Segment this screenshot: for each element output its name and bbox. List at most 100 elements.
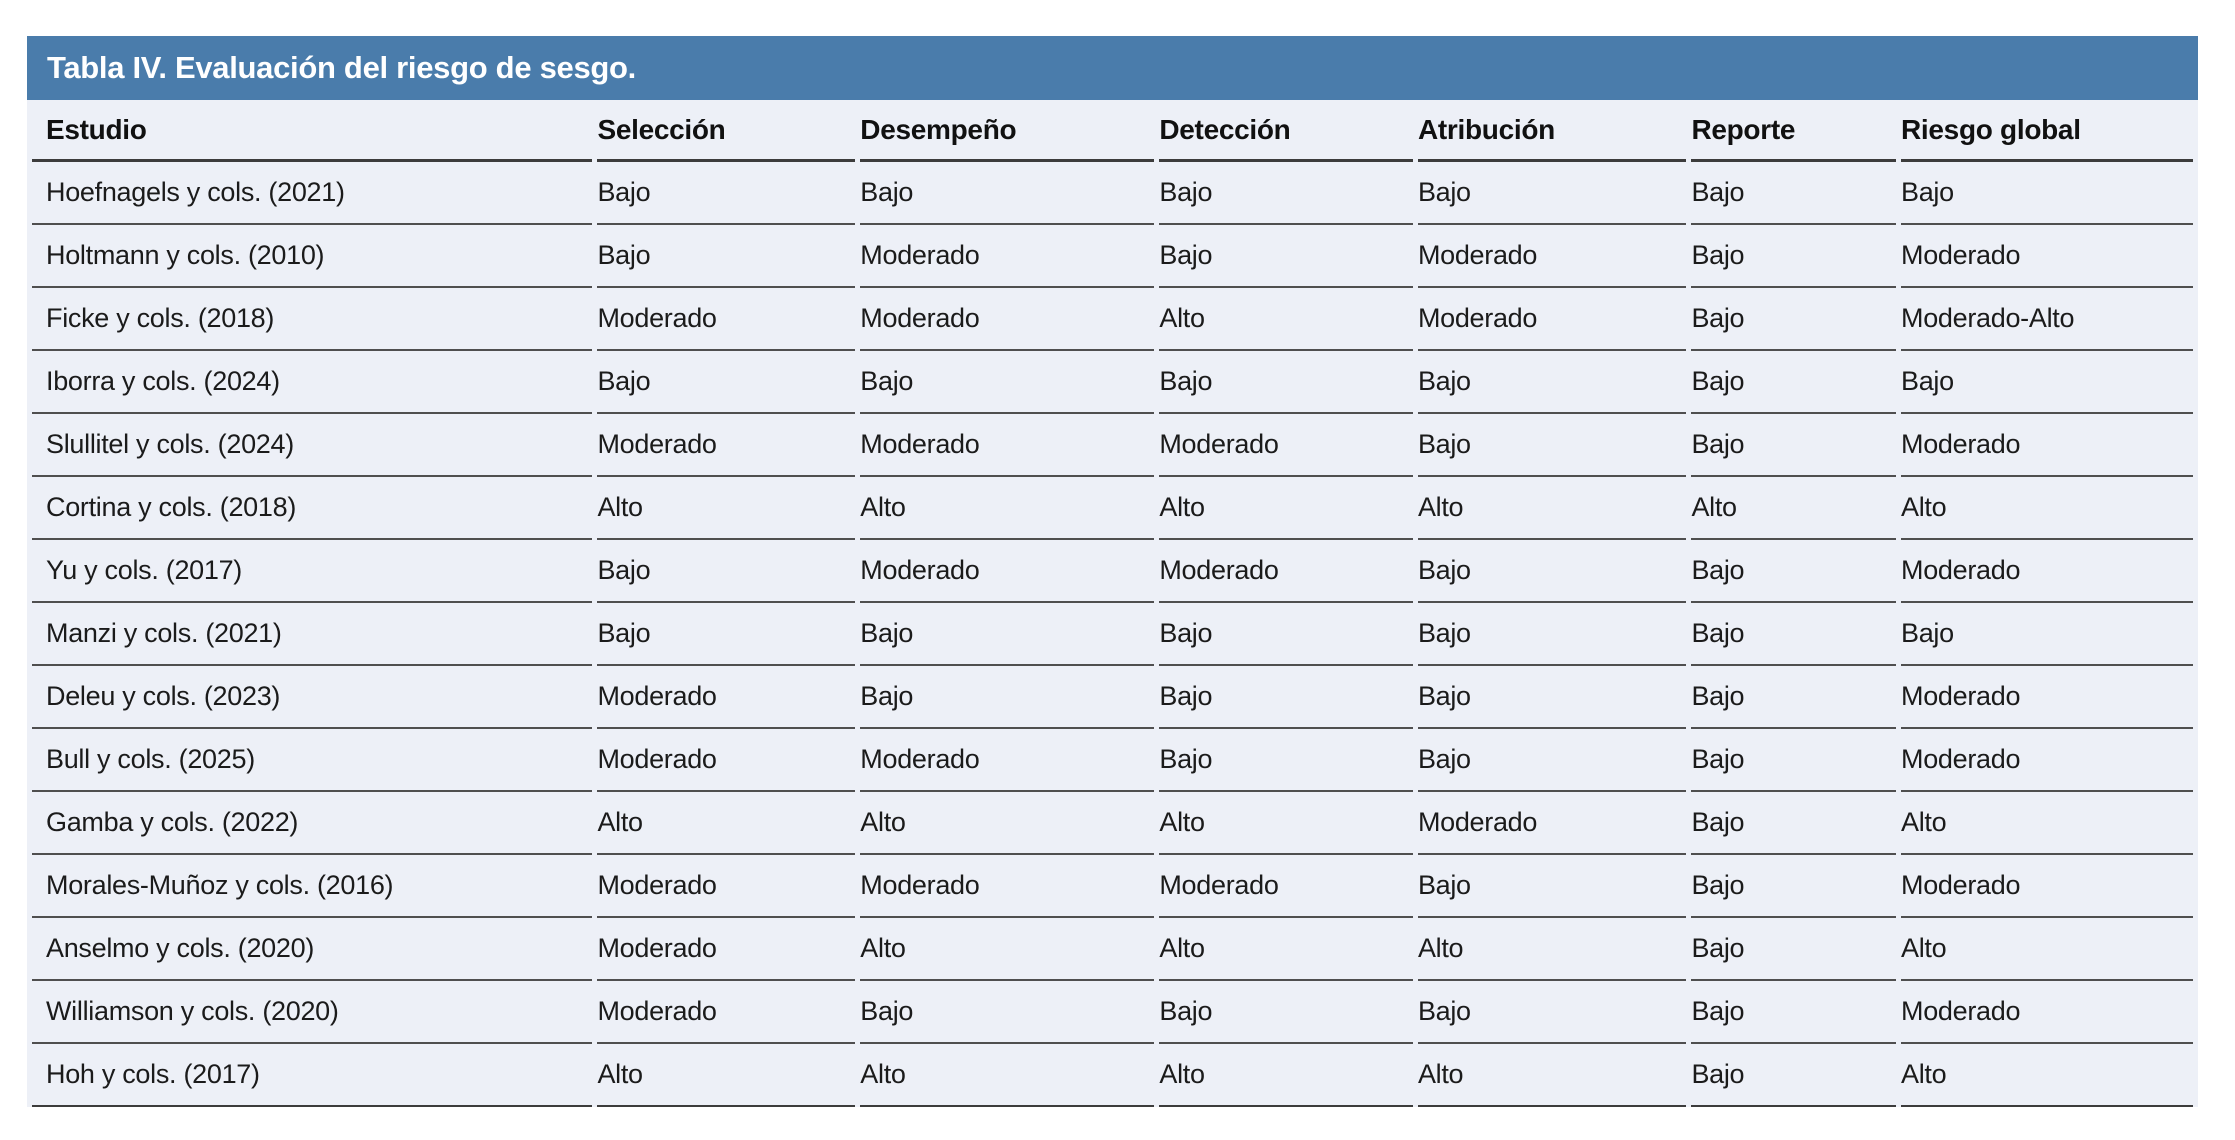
study-cell: Deleu y cols. (2023) [32, 666, 593, 729]
table-row: Manzi y cols. (2021) Bajo Bajo Bajo Bajo Bajo… [32, 603, 2193, 666]
rating-cell: Bajo [860, 666, 1155, 729]
rating-cell: Bajo [597, 603, 856, 666]
rating-cell: Bajo [1691, 855, 1896, 918]
rating-cell: Moderado [1159, 855, 1413, 918]
rating-cell: Alto [1417, 477, 1687, 540]
rating-cell: Bajo [1159, 225, 1413, 288]
rating-cell: Moderado [597, 918, 856, 981]
rating-cell: Alto [1159, 477, 1413, 540]
rating-cell: Bajo [1159, 729, 1413, 792]
table-row: Yu y cols. (2017) Bajo Moderado Moderado Baj… [32, 540, 2193, 603]
rating-cell: Bajo [860, 351, 1155, 414]
rating-cell: Moderado [860, 540, 1155, 603]
rating-cell: Alto [597, 477, 856, 540]
rating-cell: Moderado [860, 855, 1155, 918]
rating-cell: Moderado [1417, 288, 1687, 351]
table-title-bar: Tabla IV. Evaluación del riesgo de sesgo… [27, 36, 2198, 100]
rating-cell: Bajo [860, 603, 1155, 666]
rating-cell: Bajo [1417, 414, 1687, 477]
column-header-atribucion: Atribución [1417, 100, 1687, 162]
rating-cell: Bajo [597, 540, 856, 603]
rating-cell: Bajo [1417, 729, 1687, 792]
rating-cell: Bajo [1417, 855, 1687, 918]
rating-cell: Alto [597, 1044, 856, 1107]
rating-cell: Bajo [1691, 414, 1896, 477]
header-row: Estudio Selección Desempeño Detección Atribu… [32, 100, 2193, 162]
column-header-seleccion: Selección [597, 100, 856, 162]
rating-cell: Bajo [1691, 225, 1896, 288]
rating-cell: Bajo [1159, 981, 1413, 1044]
rating-cell: Moderado [597, 414, 856, 477]
rating-cell: Alto [597, 792, 856, 855]
table-row: Morales-Muñoz y cols. (2016) Moderado Mode… [32, 855, 2193, 918]
table-row: Deleu y cols. (2023) Moderado Bajo Bajo Bajo… [32, 666, 2193, 729]
rating-cell: Moderado [597, 855, 856, 918]
rating-cell: Moderado [1417, 792, 1687, 855]
rating-cell: Moderado [1901, 855, 2193, 918]
rating-cell: Moderado [860, 414, 1155, 477]
rating-cell: Moderado [1901, 540, 2193, 603]
table-row: Iborra y cols. (2024) Bajo Bajo Bajo Bajo Baj… [32, 351, 2193, 414]
study-cell: Holtmann y cols. (2010) [32, 225, 593, 288]
rating-cell: Bajo [1691, 666, 1896, 729]
rating-cell: Bajo [1159, 666, 1413, 729]
rating-cell: Bajo [1159, 351, 1413, 414]
rating-cell: Bajo [597, 351, 856, 414]
table-row: Cortina y cols. (2018) Alto Alto Alto Alto Al… [32, 477, 2193, 540]
study-cell: Bull y cols. (2025) [32, 729, 593, 792]
table-row: Hoh y cols. (2017) Alto Alto Alto Alto Bajo Al… [32, 1044, 2193, 1107]
column-header-riesgo-global: Riesgo global [1901, 100, 2193, 162]
rating-cell: Moderado [1159, 414, 1413, 477]
rating-cell: Bajo [1691, 981, 1896, 1044]
rating-cell: Alto [1159, 918, 1413, 981]
rating-cell: Bajo [1417, 162, 1687, 225]
rating-cell: Alto [1159, 1044, 1413, 1107]
rating-cell: Moderado [597, 981, 856, 1044]
table-row: Williamson y cols. (2020) Moderado Bajo Baj… [32, 981, 2193, 1044]
rating-cell: Alto [1159, 792, 1413, 855]
rating-cell: Moderado [1159, 540, 1413, 603]
study-cell: Iborra y cols. (2024) [32, 351, 593, 414]
study-cell: Slullitel y cols. (2024) [32, 414, 593, 477]
rating-cell: Alto [860, 792, 1155, 855]
rating-cell: Moderado [1901, 666, 2193, 729]
rating-cell: Bajo [1901, 603, 2193, 666]
rating-cell: Moderado [1901, 225, 2193, 288]
rating-cell: Moderado [860, 288, 1155, 351]
rating-cell: Bajo [1691, 351, 1896, 414]
rating-cell: Bajo [1691, 918, 1896, 981]
rating-cell: Moderado [1901, 729, 2193, 792]
study-cell: Cortina y cols. (2018) [32, 477, 593, 540]
rating-cell: Bajo [1417, 666, 1687, 729]
rating-cell: Bajo [1159, 603, 1413, 666]
rating-cell: Moderado [597, 288, 856, 351]
rating-cell: Bajo [1901, 351, 2193, 414]
rating-cell: Bajo [1691, 288, 1896, 351]
rating-cell: Bajo [1691, 729, 1896, 792]
rating-cell: Alto [1901, 792, 2193, 855]
study-cell: Gamba y cols. (2022) [32, 792, 593, 855]
rating-cell: Moderado-Alto [1901, 288, 2193, 351]
rating-cell: Bajo [1901, 162, 2193, 225]
rating-cell: Moderado [597, 666, 856, 729]
rating-cell: Bajo [1691, 1044, 1896, 1107]
study-cell: Hoh y cols. (2017) [32, 1044, 593, 1107]
rating-cell: Alto [1417, 918, 1687, 981]
study-cell: Anselmo y cols. (2020) [32, 918, 593, 981]
rating-cell: Bajo [860, 162, 1155, 225]
table-title: Tabla IV. Evaluación del riesgo de sesgo… [47, 50, 636, 85]
table-row: Hoefnagels y cols. (2021) Bajo Bajo Bajo Baj… [32, 162, 2193, 225]
rating-cell: Bajo [860, 981, 1155, 1044]
rating-cell: Bajo [1691, 162, 1896, 225]
rating-cell: Bajo [1417, 981, 1687, 1044]
rating-cell: Alto [1691, 477, 1896, 540]
column-header-estudio: Estudio [32, 100, 593, 162]
rating-cell: Moderado [597, 729, 856, 792]
rating-cell: Alto [1901, 918, 2193, 981]
study-cell: Hoefnagels y cols. (2021) [32, 162, 593, 225]
rating-cell: Bajo [1691, 540, 1896, 603]
rating-cell: Alto [1159, 288, 1413, 351]
rating-cell: Bajo [597, 162, 856, 225]
table-row: Gamba y cols. (2022) Alto Alto Alto Moderado… [32, 792, 2193, 855]
table-row: Bull y cols. (2025) Moderado Moderado Bajo B… [32, 729, 2193, 792]
